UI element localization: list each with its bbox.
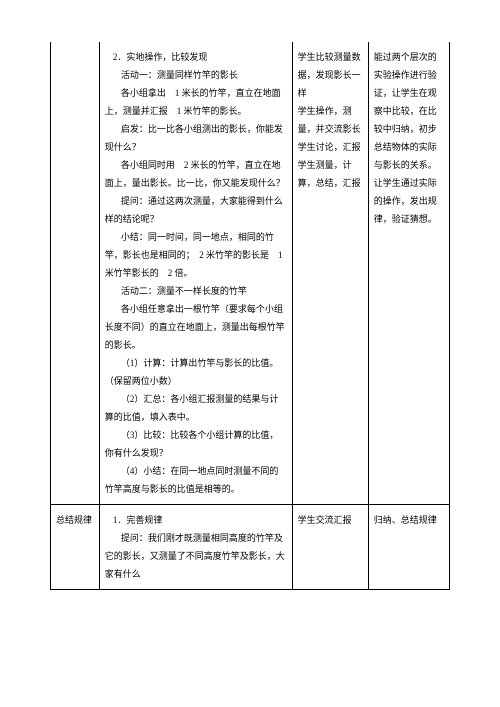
table-row: 总结规律 1．完善规律 提问：我们刚才既测量相同高度的竹竿及它的影长，又测量了不… <box>51 505 450 590</box>
cell-design-intent: 归纳、总结规律 <box>368 505 449 590</box>
text: 能过两个层次的实验操作进行验证，让学生在观察中比较，在比较中归纳，初步总结物体的… <box>374 48 444 174</box>
text: 1．完善规律 <box>113 515 163 525</box>
cell-stage <box>51 42 100 505</box>
text: 提问：我们刚才既测量相同高度的竹竿及它的影长，又测量了不同高度竹竿及影长，大家有… <box>105 529 287 583</box>
text: 学生交流汇报 <box>298 511 363 529</box>
text: 学生测量，计算，总结，汇报 <box>298 156 363 192</box>
page-sheet: 2．实地操作，比较发现 活动一：测量同样竹竿的影长 各小组拿出 1 米长的竹竿，… <box>50 42 450 665</box>
text: 各小组拿出 1 米长的竹竿，直立在地面上，测量并汇报 1 米竹竿的影长。 <box>105 84 287 120</box>
text: 学生比较测量数据，发现影长一样 <box>298 48 363 102</box>
cell-design-intent: 能过两个层次的实验操作进行验证，让学生在观察中比较，在比较中归纳，初步总结物体的… <box>368 42 449 505</box>
text: 活动一：测量同样竹竿的影长 <box>105 66 287 84</box>
cell-student-activity: 学生交流汇报 <box>292 505 368 590</box>
text: （2）汇总：各小组汇报测量的结果与计算的比值，填入表中。 <box>105 390 287 426</box>
text: （3）比较：比较各个小组计算的比值，你有什么发现？ <box>105 426 287 462</box>
text: （4）小结：在同一地点同时测量不同的竹竿高度与影长的比值是相等的。 <box>105 462 287 498</box>
text: 2．实地操作，比较发现 <box>113 52 208 62</box>
text: （1）计算：计算出竹竿与影长的比值。（保留两位小数） <box>105 354 287 390</box>
text: 启发：比一比各小组测出的影长，你能发现什么？ <box>105 120 287 156</box>
text: 学生操作，测量，并交流影长 <box>298 102 363 138</box>
lesson-plan-table: 2．实地操作，比较发现 活动一：测量同样竹竿的影长 各小组拿出 1 米长的竹竿，… <box>50 42 450 590</box>
text: 各小组同时用 2 米长的竹竿，直立在地面上，量出影长。比一比，你又能发现什么？ <box>105 156 287 192</box>
stage-label: 总结规律 <box>56 515 92 525</box>
text: 让学生通过实际的操作，发出规律，验证猜想。 <box>374 174 444 228</box>
text: 小结：同一时间，同一地点，相同的竹竿，影长也是相同的； 2 米竹竿的影长是 1 … <box>105 228 287 282</box>
text: 各小组任意拿出一根竹竿（要求每个小组长度不同）的直立在地面上，测量出每根竹竿的影… <box>105 300 287 354</box>
cell-teacher-activity: 2．实地操作，比较发现 活动一：测量同样竹竿的影长 各小组拿出 1 米长的竹竿，… <box>99 42 292 505</box>
text: 活动二：测量不一样长度的竹竿 <box>105 282 287 300</box>
text: 学生讨论，汇报 <box>298 138 363 156</box>
cell-stage: 总结规律 <box>51 505 100 590</box>
text: 提问：通过这两次测量，大家能得到什么样的结论呢？ <box>105 192 287 228</box>
cell-student-activity: 学生比较测量数据，发现影长一样 学生操作，测量，并交流影长 学生讨论，汇报 学生… <box>292 42 368 505</box>
table-row: 2．实地操作，比较发现 活动一：测量同样竹竿的影长 各小组拿出 1 米长的竹竿，… <box>51 42 450 505</box>
cell-teacher-activity: 1．完善规律 提问：我们刚才既测量相同高度的竹竿及它的影长，又测量了不同高度竹竿… <box>99 505 292 590</box>
text: 归纳、总结规律 <box>374 511 444 529</box>
